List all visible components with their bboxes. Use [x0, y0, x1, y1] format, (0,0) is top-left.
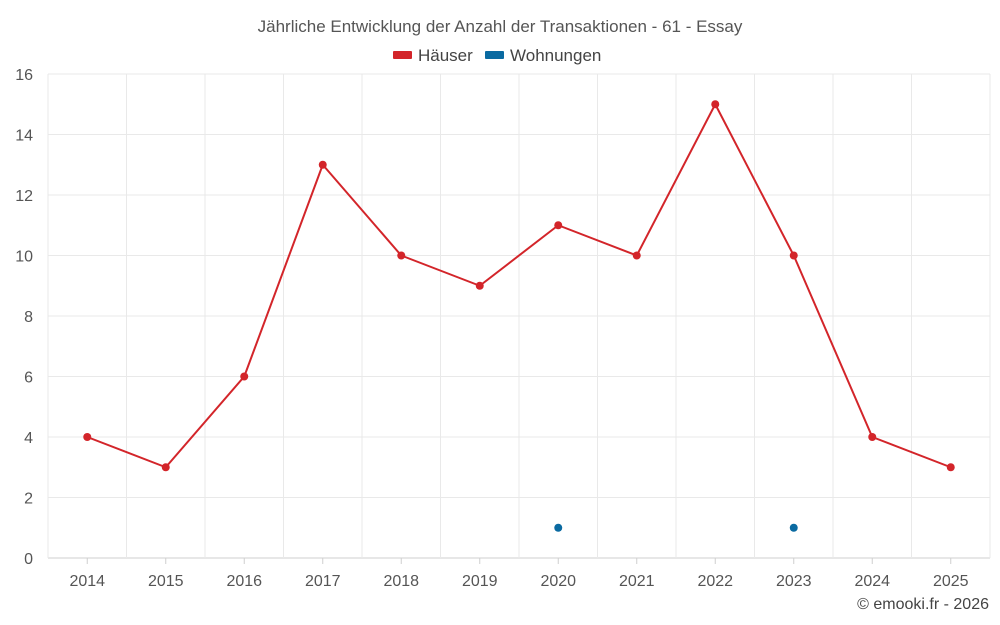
y-tick-label: 14 — [15, 128, 33, 145]
series-wohnungen — [554, 523, 798, 532]
x-tick-label: 2024 — [854, 573, 890, 590]
y-tick-label: 8 — [24, 309, 33, 326]
data-point-haeuser[interactable] — [83, 433, 92, 441]
data-point-haeuser[interactable] — [868, 433, 877, 441]
plot-area — [83, 100, 955, 532]
data-point-haeuser[interactable] — [946, 463, 955, 472]
legend-item-wohnungen[interactable]: Wohnungen — [485, 46, 601, 65]
y-tick-label: 6 — [24, 370, 33, 387]
x-tick-label: 2016 — [226, 573, 262, 590]
x-tick-label: 2018 — [383, 573, 419, 590]
data-point-haeuser[interactable] — [632, 251, 641, 260]
legend: Häuser Wohnungen — [393, 46, 601, 65]
legend-swatch-haeuser — [393, 51, 412, 59]
data-point-haeuser[interactable] — [789, 251, 798, 260]
y-axis: 0 2 4 6 8 10 12 14 16 — [15, 67, 33, 568]
series-line-haeuser — [86, 103, 952, 469]
data-point-haeuser[interactable] — [318, 160, 327, 169]
series-haeuser — [83, 100, 955, 472]
y-tick-label: 4 — [24, 430, 33, 447]
chart-title: Jährliche Entwicklung der Anzahl der Tra… — [258, 17, 743, 36]
data-point-haeuser[interactable] — [161, 463, 170, 472]
y-tick-label: 12 — [15, 188, 33, 205]
data-point-wohnungen[interactable] — [554, 523, 563, 532]
y-tick-label: 16 — [15, 67, 33, 84]
legend-swatch-wohnungen — [485, 51, 504, 59]
x-tick-label: 2019 — [462, 573, 498, 590]
legend-label-haeuser: Häuser — [418, 46, 473, 65]
x-tick-label: 2020 — [540, 573, 576, 590]
data-point-haeuser[interactable] — [240, 372, 249, 381]
x-tick-label: 2015 — [148, 573, 184, 590]
x-axis: 2014 2015 2016 2017 2018 2019 2020 2021 2022 2023… — [69, 558, 969, 590]
x-tick-label: 2017 — [305, 573, 341, 590]
x-tick-label: 2025 — [933, 573, 969, 590]
data-point-haeuser[interactable] — [554, 221, 563, 230]
x-tick-label: 2014 — [69, 573, 105, 590]
data-point-haeuser[interactable] — [475, 281, 484, 290]
y-tick-label: 10 — [15, 249, 33, 266]
credit-text: © emooki.fr - 2026 — [857, 596, 989, 613]
y-tick-label: 2 — [24, 491, 33, 508]
legend-item-haeuser[interactable]: Häuser — [393, 46, 473, 65]
data-point-haeuser[interactable] — [397, 251, 406, 260]
x-tick-label: 2022 — [697, 573, 733, 590]
y-tick-label: 0 — [24, 551, 33, 568]
x-tick-label: 2023 — [776, 573, 812, 590]
legend-label-wohnungen: Wohnungen — [510, 46, 601, 65]
data-point-wohnungen[interactable] — [789, 523, 798, 532]
x-tick-label: 2021 — [619, 573, 655, 590]
grid — [47, 73, 991, 559]
data-point-haeuser[interactable] — [711, 100, 720, 109]
